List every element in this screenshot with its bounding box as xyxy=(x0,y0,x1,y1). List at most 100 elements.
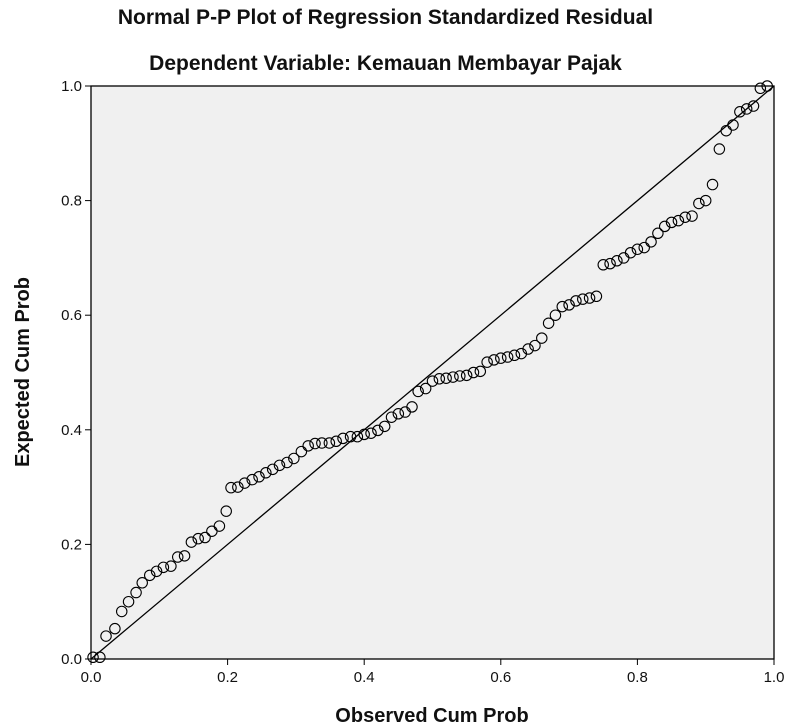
data-point xyxy=(323,437,336,449)
y-tick-label: 0.6 xyxy=(61,307,82,324)
data-point xyxy=(192,532,204,545)
data-point xyxy=(713,143,726,155)
x-tick-label: 0.0 xyxy=(81,669,102,686)
data-point xyxy=(624,246,637,259)
data-point xyxy=(281,456,293,469)
data-point xyxy=(309,437,321,450)
x-tick-label: 0.6 xyxy=(490,669,511,686)
data-point xyxy=(344,430,357,443)
data-point xyxy=(266,463,279,476)
data-point xyxy=(115,605,128,618)
data-point xyxy=(611,255,623,267)
reference-line xyxy=(90,85,775,660)
data-point xyxy=(171,551,184,563)
y-tick-label: 1.0 xyxy=(61,78,82,95)
data-point xyxy=(754,82,767,95)
data-point xyxy=(150,565,163,578)
data-point xyxy=(136,577,148,589)
data-point xyxy=(273,459,286,472)
data-point xyxy=(536,332,548,344)
data-point xyxy=(645,236,657,248)
data-point xyxy=(337,432,349,445)
data-point xyxy=(481,356,493,368)
chart-subtitle: Dependent Variable: Kemauan Membayar Paj… xyxy=(149,52,622,75)
data-point xyxy=(440,372,452,384)
data-point xyxy=(495,352,507,364)
data-point xyxy=(157,561,170,574)
data-point xyxy=(238,477,251,489)
data-point xyxy=(597,259,609,271)
data-point xyxy=(563,299,575,311)
data-point xyxy=(501,351,514,363)
data-point xyxy=(631,243,644,256)
data-point xyxy=(260,467,272,479)
data-point xyxy=(542,317,555,329)
data-point xyxy=(699,194,712,207)
data-point xyxy=(351,430,364,443)
data-point xyxy=(747,100,760,112)
x-tick-label: 0.2 xyxy=(217,669,238,686)
data-point xyxy=(232,481,244,493)
data-point xyxy=(590,290,603,303)
data-point xyxy=(316,437,328,449)
data-point xyxy=(508,349,521,362)
data-point xyxy=(734,106,746,118)
data-point xyxy=(225,481,237,494)
data-point xyxy=(604,257,616,270)
data-point xyxy=(658,220,671,233)
data-point xyxy=(412,385,424,398)
data-point xyxy=(638,241,650,254)
data-point xyxy=(143,569,156,582)
data-point xyxy=(178,550,191,562)
data-point xyxy=(165,560,177,572)
data-point xyxy=(474,365,487,378)
chart-title: Normal P-P Plot of Regression Standardiz… xyxy=(117,6,654,29)
data-point xyxy=(727,119,739,131)
data-point xyxy=(185,536,198,548)
data-point xyxy=(426,375,439,387)
data-point xyxy=(87,651,99,664)
data-point xyxy=(358,428,370,441)
data-point xyxy=(246,473,258,486)
x-tick-label: 0.8 xyxy=(627,669,648,686)
data-point xyxy=(130,586,142,599)
data-point xyxy=(94,651,106,664)
data-point xyxy=(577,293,589,305)
data-point xyxy=(406,401,418,413)
data-point xyxy=(365,427,377,439)
data-point xyxy=(672,214,685,227)
data-point xyxy=(302,440,314,452)
y-tick-label: 0.4 xyxy=(61,422,82,439)
data-point xyxy=(288,452,300,465)
y-tick-label: 0.8 xyxy=(61,193,82,210)
data-point xyxy=(706,178,719,191)
x-tick-label: 0.4 xyxy=(354,669,375,686)
data-point xyxy=(392,408,405,420)
data-point xyxy=(372,424,384,437)
data-point xyxy=(556,300,569,313)
data-point xyxy=(665,216,678,229)
x-axis-label: Observed Cum Prob xyxy=(335,705,528,727)
data-point xyxy=(693,197,705,210)
x-tick-label: 1.0 xyxy=(764,669,785,686)
data-point xyxy=(460,369,473,382)
data-point xyxy=(378,420,391,433)
data-point xyxy=(100,630,112,642)
data-point xyxy=(419,382,432,395)
data-point xyxy=(109,622,121,635)
data-point xyxy=(199,531,211,544)
data-point xyxy=(583,292,596,304)
data-point xyxy=(454,370,466,382)
y-tick-label: 0.2 xyxy=(61,536,82,553)
data-point xyxy=(529,339,541,352)
data-point xyxy=(295,445,308,458)
data-point xyxy=(220,505,232,517)
data-point xyxy=(433,373,446,385)
data-point xyxy=(570,295,582,307)
y-tick-label: 0.0 xyxy=(61,651,82,668)
data-point xyxy=(740,103,753,115)
data-point xyxy=(652,227,664,240)
data-point xyxy=(761,80,773,92)
data-point xyxy=(330,435,342,448)
